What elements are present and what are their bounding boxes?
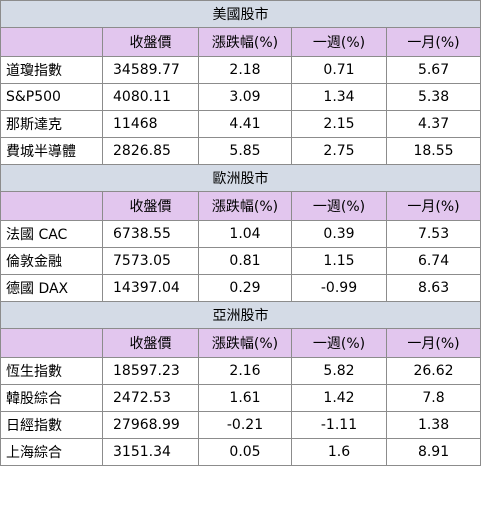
- row-name: 道瓊指數: [0, 56, 103, 84]
- table-row: 韓股綜合 2472.53 1.61 1.42 7.8: [0, 384, 481, 412]
- row-name: 恆生指數: [0, 357, 103, 385]
- row-name: 那斯達克: [0, 110, 103, 138]
- table-row: 那斯達克 11468 4.41 2.15 4.37: [0, 110, 481, 138]
- close-price: 27968.99: [102, 411, 199, 439]
- row-name: 法國 CAC: [0, 220, 103, 248]
- month-percent: 8.63: [385, 274, 481, 302]
- week-percent: 2.15: [291, 110, 387, 138]
- close-price: 4080.11: [102, 83, 199, 111]
- close-price: 34589.77: [102, 56, 199, 84]
- close-price: 18597.23: [102, 357, 199, 385]
- row-name: 韓股綜合: [0, 384, 103, 412]
- row-name: 上海綜合: [0, 438, 103, 466]
- change-percent: 2.16: [198, 357, 292, 385]
- change-percent: 5.85: [198, 137, 292, 165]
- week-percent: 1.42: [291, 384, 387, 412]
- header-month: 一月(%): [385, 328, 481, 358]
- week-percent: 1.15: [291, 247, 387, 275]
- header-close: 收盤價: [102, 328, 199, 358]
- week-percent: 0.71: [291, 56, 387, 84]
- week-percent: 5.82: [291, 357, 387, 385]
- month-percent: 1.38: [385, 411, 481, 439]
- change-percent: 3.09: [198, 83, 292, 111]
- row-name: 德國 DAX: [0, 274, 103, 302]
- table-row: 費城半導體 2826.85 5.85 2.75 18.55: [0, 137, 481, 165]
- row-name: 日經指數: [0, 411, 103, 439]
- header-empty: [0, 27, 103, 57]
- section-title: 美國股市: [0, 0, 481, 28]
- close-price: 14397.04: [102, 274, 199, 302]
- row-name: 費城半導體: [0, 137, 103, 165]
- header-change: 漲跌幅(%): [198, 27, 292, 57]
- month-percent: 7.53: [385, 220, 481, 248]
- table-row: 恆生指數 18597.23 2.16 5.82 26.62: [0, 357, 481, 385]
- close-price: 7573.05: [102, 247, 199, 275]
- change-percent: 0.81: [198, 247, 292, 275]
- month-percent: 4.37: [385, 110, 481, 138]
- table-row: 倫敦金融 7573.05 0.81 1.15 6.74: [0, 247, 481, 275]
- stock-market-table: 美國股市 收盤價 漲跌幅(%) 一週(%) 一月(%) 道瓊指數 34589.77 2.18 0…: [0, 0, 481, 466]
- table-row: S&P500 4080.11 3.09 1.34 5.38: [0, 83, 481, 111]
- header-close: 收盤價: [102, 191, 199, 221]
- close-price: 3151.34: [102, 438, 199, 466]
- section-title: 歐洲股市: [0, 164, 481, 192]
- close-price: 2826.85: [102, 137, 199, 165]
- change-percent: 4.41: [198, 110, 292, 138]
- month-percent: 26.62: [385, 357, 481, 385]
- week-percent: 1.34: [291, 83, 387, 111]
- month-percent: 7.8: [385, 384, 481, 412]
- change-percent: 0.29: [198, 274, 292, 302]
- section-title-row: 歐洲股市: [0, 164, 481, 192]
- week-percent: 0.39: [291, 220, 387, 248]
- column-header-row: 收盤價 漲跌幅(%) 一週(%) 一月(%): [0, 27, 481, 57]
- row-name: S&P500: [0, 83, 103, 111]
- table-row: 德國 DAX 14397.04 0.29 -0.99 8.63: [0, 274, 481, 302]
- header-change: 漲跌幅(%): [198, 328, 292, 358]
- close-price: 11468: [102, 110, 199, 138]
- week-percent: -1.11: [291, 411, 387, 439]
- change-percent: 1.04: [198, 220, 292, 248]
- month-percent: 5.38: [385, 83, 481, 111]
- section-title-row: 美國股市: [0, 0, 481, 28]
- table-row: 法國 CAC 6738.55 1.04 0.39 7.53: [0, 220, 481, 248]
- week-percent: 1.6: [291, 438, 387, 466]
- week-percent: -0.99: [291, 274, 387, 302]
- header-month: 一月(%): [385, 191, 481, 221]
- column-header-row: 收盤價 漲跌幅(%) 一週(%) 一月(%): [0, 328, 481, 358]
- header-week: 一週(%): [291, 27, 387, 57]
- header-month: 一月(%): [385, 27, 481, 57]
- month-percent: 6.74: [385, 247, 481, 275]
- column-header-row: 收盤價 漲跌幅(%) 一週(%) 一月(%): [0, 191, 481, 221]
- close-price: 6738.55: [102, 220, 199, 248]
- table-row: 道瓊指數 34589.77 2.18 0.71 5.67: [0, 56, 481, 84]
- change-percent: 0.05: [198, 438, 292, 466]
- month-percent: 8.91: [385, 438, 481, 466]
- table-row: 日經指數 27968.99 -0.21 -1.11 1.38: [0, 411, 481, 439]
- close-price: 2472.53: [102, 384, 199, 412]
- month-percent: 18.55: [385, 137, 481, 165]
- month-percent: 5.67: [385, 56, 481, 84]
- header-empty: [0, 191, 103, 221]
- section-title: 亞洲股市: [0, 301, 481, 329]
- row-name: 倫敦金融: [0, 247, 103, 275]
- header-empty: [0, 328, 103, 358]
- change-percent: 2.18: [198, 56, 292, 84]
- header-week: 一週(%): [291, 191, 387, 221]
- table-row: 上海綜合 3151.34 0.05 1.6 8.91: [0, 438, 481, 466]
- change-percent: 1.61: [198, 384, 292, 412]
- header-week: 一週(%): [291, 328, 387, 358]
- section-title-row: 亞洲股市: [0, 301, 481, 329]
- change-percent: -0.21: [198, 411, 292, 439]
- header-change: 漲跌幅(%): [198, 191, 292, 221]
- week-percent: 2.75: [291, 137, 387, 165]
- header-close: 收盤價: [102, 27, 199, 57]
